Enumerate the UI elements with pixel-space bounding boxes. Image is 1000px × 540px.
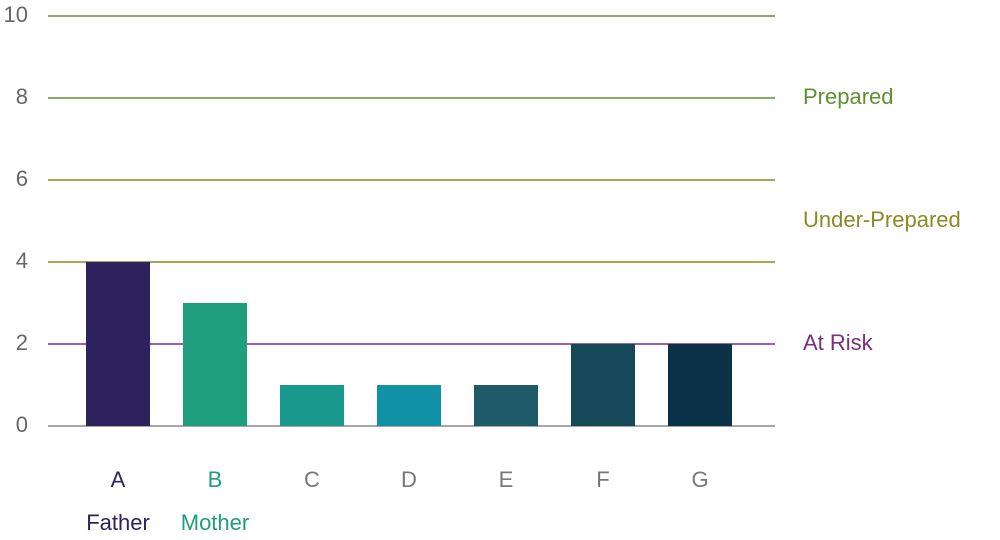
y-tick-label: 4 — [16, 248, 28, 273]
y-tick-label: 8 — [16, 84, 28, 109]
bar — [474, 385, 538, 426]
y-tick-label: 6 — [16, 166, 28, 191]
bar — [86, 262, 150, 426]
x-tick-label: B — [208, 467, 223, 492]
x-tick-label: A — [111, 467, 126, 492]
x-tick-label: D — [401, 467, 417, 492]
zone-label: Under-Prepared — [803, 207, 961, 232]
x-tick-label: F — [596, 467, 609, 492]
bar — [377, 385, 441, 426]
y-tick-label: 10 — [4, 2, 28, 27]
zone-label: At Risk — [803, 330, 874, 355]
bar — [183, 303, 247, 426]
x-sublabel: Mother — [181, 510, 249, 535]
x-tick-label: C — [304, 467, 320, 492]
zone-label: Prepared — [803, 84, 894, 109]
x-tick-label: E — [499, 467, 514, 492]
bar — [571, 344, 635, 426]
x-tick-label: G — [691, 467, 708, 492]
bar — [668, 344, 732, 426]
x-sublabel: Father — [86, 510, 150, 535]
y-tick-label: 0 — [16, 412, 28, 437]
y-tick-label: 2 — [16, 330, 28, 355]
bar — [280, 385, 344, 426]
